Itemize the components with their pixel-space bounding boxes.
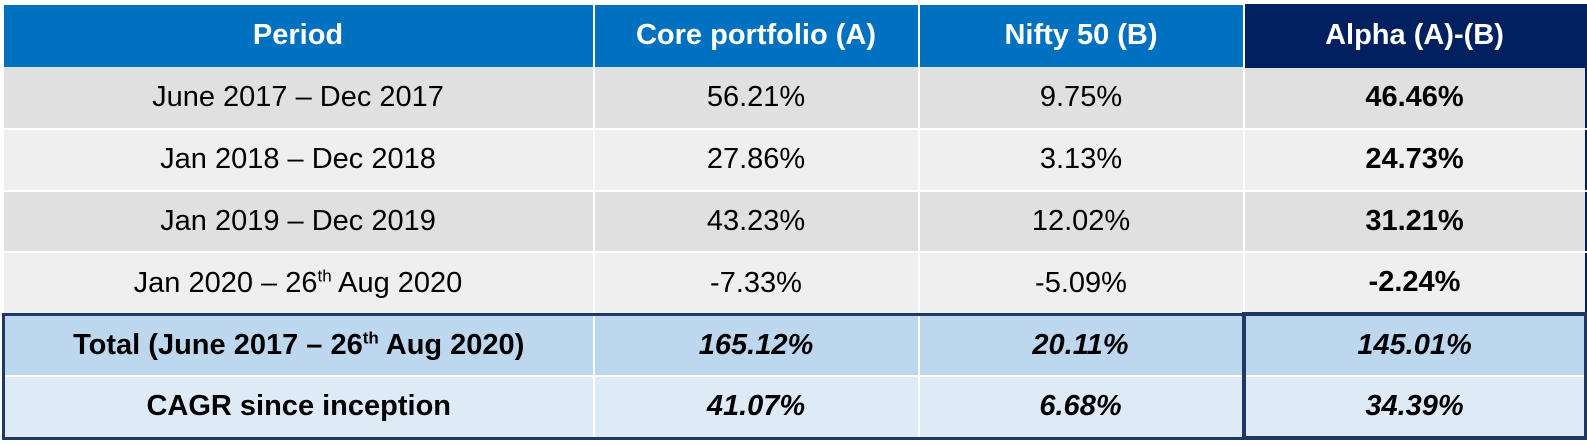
header-nifty-50: Nifty 50 (B) xyxy=(918,5,1245,67)
period-sup: th xyxy=(317,265,332,285)
period-cell: June 2017 – Dec 2017 xyxy=(3,66,595,130)
total-label-cell: Total (June 2017 – 26th Aug 2020) xyxy=(2,312,595,377)
total-label-sup: th xyxy=(362,328,379,348)
total-label: Total (June 2017 – 26 xyxy=(73,328,363,361)
header-period: Period xyxy=(3,5,595,67)
table-row: June 2017 – Dec 2017 56.21% 9.75% 46.46% xyxy=(3,66,1587,130)
alpha-cell: -2.24% xyxy=(1242,252,1587,316)
total-alpha-cell: 145.01% xyxy=(1241,312,1587,377)
period-cell: Jan 2018 – Dec 2018 xyxy=(3,128,595,192)
table-row: Jan 2020 – 26th Aug 2020 -7.33% -5.09% -… xyxy=(3,252,1587,316)
header-alpha: Alpha (A)-(B) xyxy=(1242,4,1587,68)
core-cell: -7.33% xyxy=(593,252,920,316)
core-cell: 27.86% xyxy=(593,128,920,192)
performance-table: Period Core portfolio (A) Nifty 50 (B) A… xyxy=(2,4,1587,440)
period-text: Jan 2018 – Dec 2018 xyxy=(160,143,436,176)
core-cell: 56.21% xyxy=(593,66,920,130)
period-text: Jan 2019 – Dec 2019 xyxy=(160,204,436,237)
total-row: Total (June 2017 – 26th Aug 2020) 165.12… xyxy=(2,312,1587,377)
core-cell: 43.23% xyxy=(593,190,920,254)
table-header-row: Period Core portfolio (A) Nifty 50 (B) A… xyxy=(3,4,1587,68)
cagr-core-cell: 41.07% xyxy=(593,375,920,440)
period-text: Jan 2020 – 26 xyxy=(133,266,318,299)
table-row: Jan 2018 – Dec 2018 27.86% 3.13% 24.73% xyxy=(3,128,1587,192)
alpha-cell: 31.21% xyxy=(1242,190,1587,254)
cagr-nifty-cell: 6.68% xyxy=(918,375,1245,440)
nifty-cell: -5.09% xyxy=(918,252,1245,316)
alpha-cell: 24.73% xyxy=(1242,128,1587,192)
total-nifty-cell: 20.11% xyxy=(918,312,1245,377)
nifty-cell: 9.75% xyxy=(918,66,1245,130)
header-core-portfolio: Core portfolio (A) xyxy=(593,5,920,67)
period-text-end: Aug 2020 xyxy=(331,266,463,299)
period-text: June 2017 – Dec 2017 xyxy=(152,80,444,113)
total-core-cell: 165.12% xyxy=(593,312,920,377)
alpha-cell: 46.46% xyxy=(1242,66,1587,130)
nifty-cell: 3.13% xyxy=(918,128,1245,192)
cagr-label-cell: CAGR since inception xyxy=(2,375,595,440)
nifty-cell: 12.02% xyxy=(918,190,1245,254)
cagr-alpha-cell: 34.39% xyxy=(1241,375,1587,440)
period-cell: Jan 2019 – Dec 2019 xyxy=(3,190,595,254)
period-cell: Jan 2020 – 26th Aug 2020 xyxy=(3,252,595,316)
table-row: Jan 2019 – Dec 2019 43.23% 12.02% 31.21% xyxy=(3,190,1587,254)
cagr-row: CAGR since inception 41.07% 6.68% 34.39% xyxy=(2,375,1587,440)
total-label-end: Aug 2020) xyxy=(378,328,525,361)
